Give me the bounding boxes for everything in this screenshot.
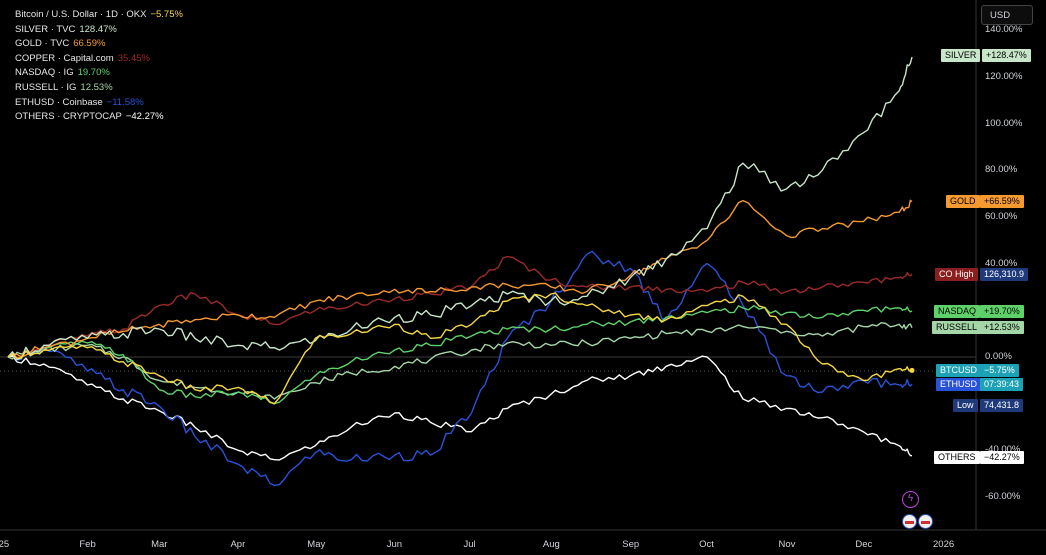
legend-row[interactable]: NASDAQ · IG 19.70% [15,66,183,81]
gold-tag: GOLD [946,195,980,208]
series-line-russell[interactable] [7,322,913,401]
others-tag: OTHERS [934,451,980,464]
series-line-btcusd[interactable] [7,292,913,405]
series-line-silver[interactable] [7,56,913,361]
legend-row[interactable]: ETHUSD · Coinbase −11.58% [15,96,183,111]
x-tick-label: Aug [542,539,560,550]
series-line-copper[interactable] [7,255,913,358]
y-tick-label: 80.00% [985,164,1018,176]
copper-tag: CO High [935,268,978,281]
currency-button[interactable]: USD [981,5,1033,25]
y-tick-label: 40.00% [985,257,1018,269]
legend-series-value: −11.58% [106,96,144,108]
legend-series-value: 35.45% [117,52,150,64]
series-line-gold[interactable] [7,199,913,358]
low-tag: Low [953,399,978,412]
legend-series-name: Bitcoin / U.S. Dollar · 1D · OKX [15,9,147,20]
x-tick-label: Nov [778,539,796,550]
legend: Bitcoin / U.S. Dollar · 1D · OKX −5.75% SI… [15,8,183,125]
x-tick-label: Jul [463,539,476,550]
x-tick-label: 2025 [0,539,10,550]
eth-tag: ETHUSD [936,378,982,391]
y-tick-label: -60.00% [985,491,1021,503]
legend-row[interactable]: Bitcoin / U.S. Dollar · 1D · OKX −5.75% [15,8,183,23]
legend-row[interactable]: OTHERS · CRYPTOCAP −42.27% [15,110,183,125]
silver-tag: SILVER [941,49,981,62]
x-tick-label: Oct [699,539,714,550]
x-tick-label: Jun [386,539,403,550]
y-tick-label: -40.00% [985,444,1021,456]
legend-series-value: 128.47% [79,23,117,35]
series-line-ethusd[interactable] [7,250,913,487]
x-tick-label: Dec [855,539,873,550]
btc-last-point [909,367,915,373]
legend-series-name: GOLD · TVC [15,38,70,50]
legend-series-value: −42.27% [125,111,164,123]
russell-tag: RUSSELL [932,321,982,334]
y-tick-label: 100.00% [985,117,1023,129]
y-tick-label: 0.00% [985,351,1012,362]
legend-series-value: 19.70% [77,67,110,79]
nasdaq-tag-value: +19.70% [980,305,1024,318]
x-tick-label: Apr [230,539,246,550]
legend-series-name: COPPER · Capital.com [15,52,114,64]
silver-tag-value: +128.47% [982,49,1031,62]
lightning-icon[interactable]: ϟ [902,491,919,508]
btc-tag: BTCUSD [936,364,982,377]
legend-series-name: ETHUSD · Coinbase [15,96,103,108]
x-tick-label: 2026 [933,539,955,550]
series-line-nasdaq[interactable] [7,305,913,405]
copper-high-value: 126,310.9 [980,268,1029,281]
legend-series-name: NASDAQ · IG [15,67,74,79]
x-tick-label: Mar [151,539,168,550]
legend-series-name: RUSSELL · IG [15,81,77,93]
legend-row[interactable]: GOLD · TVC 66.59% [15,37,183,52]
y-tick-label: 120.00% [985,70,1023,82]
legend-series-name: SILVER · TVC [15,23,76,35]
series-line-others[interactable] [7,355,913,461]
eth-countdown: 07:39:43 [980,378,1024,391]
x-tick-label: Feb [79,539,96,550]
legend-series-name: OTHERS · CRYPTOCAP [15,111,122,123]
y-tick-label: 140.00% [985,24,1023,36]
gold-tag-value: +66.59% [980,195,1024,208]
btc-tag-value: −5.75% [980,364,1019,377]
others-tag-value: −42.27% [980,451,1024,464]
legend-row[interactable]: SILVER · TVC 128.47% [15,23,183,38]
x-tick-label: Sep [622,539,640,550]
y-tick-label: 60.00% [985,210,1018,222]
us-flag-icon[interactable] [902,514,934,530]
russell-tag-value: +12.53% [980,321,1024,334]
legend-series-value: −5.75% [150,9,183,20]
legend-series-value: 66.59% [73,38,106,50]
x-tick-label: May [307,539,326,550]
nasdaq-tag: NASDAQ [934,305,981,318]
legend-row[interactable]: RUSSELL · IG 12.53% [15,81,183,96]
legend-series-value: 12.53% [80,81,113,93]
legend-row[interactable]: COPPER · Capital.com 35.45% [15,52,183,67]
low-tag-value: 74,431.8 [980,399,1024,412]
